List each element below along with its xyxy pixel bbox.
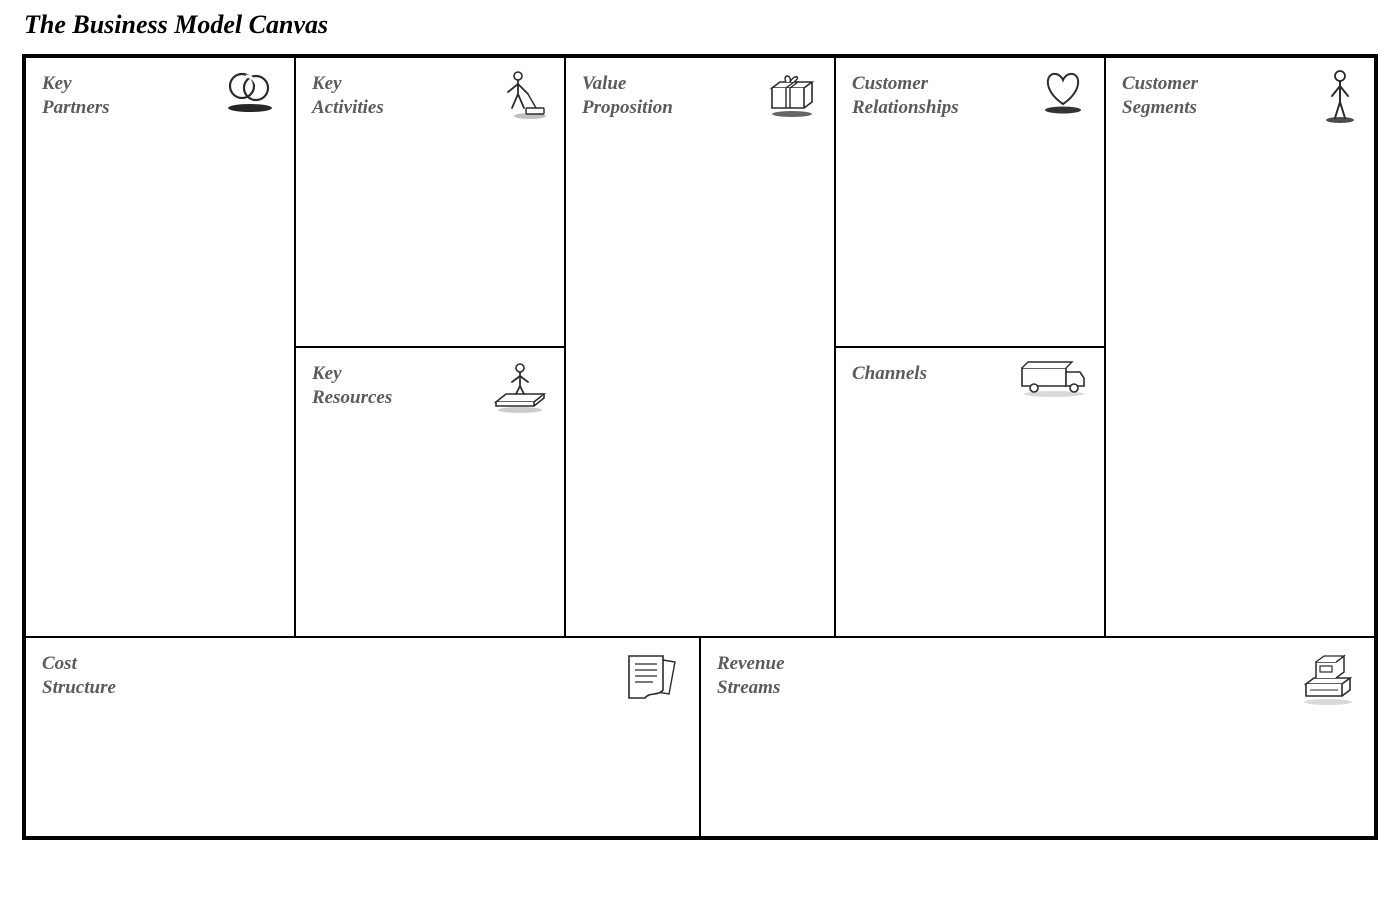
standing-person-icon xyxy=(1320,68,1360,124)
linked-rings-icon xyxy=(220,68,280,114)
label-customer-relationships: CustomerRelationships xyxy=(852,72,1017,120)
label-customer-segments: CustomerSegments xyxy=(1122,72,1287,120)
cell-value-proposition: ValueProposition xyxy=(565,57,835,637)
cell-key-activities: KeyActivities xyxy=(295,57,565,347)
label-value-proposition: ValueProposition xyxy=(582,72,747,120)
documents-icon xyxy=(619,648,685,702)
cell-key-resources: KeyResources xyxy=(295,347,565,637)
label-key-activities: KeyActivities xyxy=(312,72,477,120)
cell-revenue-streams: RevenueStreams xyxy=(700,637,1375,837)
person-working-icon xyxy=(496,68,550,120)
heart-icon xyxy=(1036,68,1090,116)
page: The Business Model Canvas KeyPartners Ke… xyxy=(0,0,1400,897)
canvas-title: The Business Model Canvas xyxy=(22,8,1378,54)
label-channels: Channels xyxy=(852,362,1017,386)
gift-box-icon xyxy=(764,68,820,118)
cell-key-partners: KeyPartners xyxy=(25,57,295,637)
person-on-platform-icon xyxy=(490,358,550,414)
delivery-truck-icon xyxy=(1018,358,1090,398)
cell-channels: Channels xyxy=(835,347,1105,637)
cell-cost-structure: CostStructure xyxy=(25,637,700,837)
label-key-resources: KeyResources xyxy=(312,362,477,410)
label-key-partners: KeyPartners xyxy=(42,72,207,120)
cell-customer-segments: CustomerSegments xyxy=(1105,57,1375,637)
cash-register-icon xyxy=(1296,648,1360,706)
cell-customer-relationships: CustomerRelationships xyxy=(835,57,1105,347)
label-revenue-streams: RevenueStreams xyxy=(717,652,1166,700)
business-model-canvas: KeyPartners KeyActivities xyxy=(22,54,1378,840)
label-cost-structure: CostStructure xyxy=(42,652,491,700)
